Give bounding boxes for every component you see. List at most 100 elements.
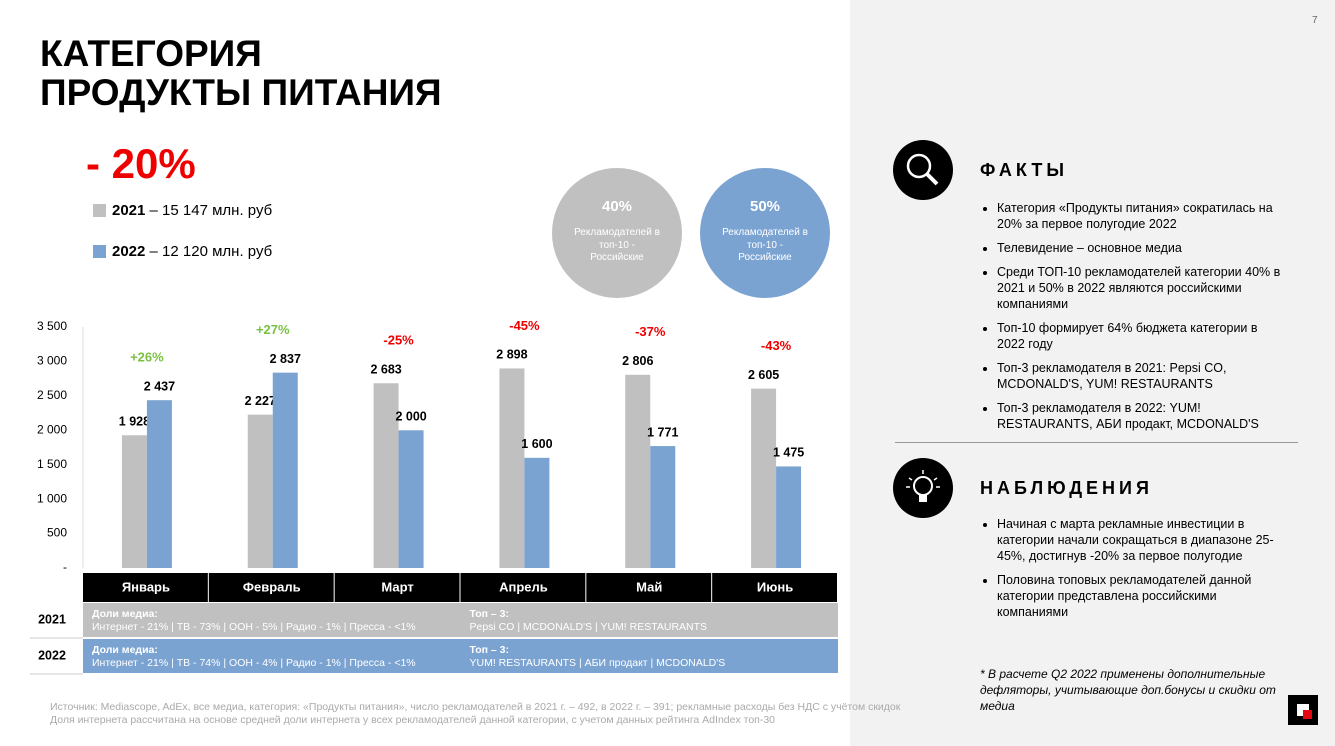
category-cell bbox=[586, 573, 712, 602]
search-icon bbox=[893, 140, 953, 200]
category-cell bbox=[334, 573, 460, 602]
value-label: 2 806 bbox=[622, 354, 653, 368]
x-tick-label: Июнь bbox=[757, 579, 793, 594]
bulb-icon bbox=[893, 458, 953, 518]
legend-name: 2021 bbox=[112, 202, 146, 219]
category-cell bbox=[460, 573, 586, 602]
cell-text: YUM! RESTAURANTS | АБИ продакт | MCDONAL… bbox=[470, 657, 726, 669]
bar bbox=[625, 374, 651, 568]
bullet: Телевидение – основное медиа bbox=[997, 240, 1287, 256]
value-label: 1 475 bbox=[773, 446, 804, 460]
value-label: 2 683 bbox=[370, 363, 401, 377]
circle-value: 40% bbox=[601, 198, 633, 215]
legend-name: 2022 bbox=[112, 243, 146, 260]
value-label: 2 437 bbox=[144, 379, 175, 393]
bar bbox=[247, 414, 273, 568]
stat-circle: 40% Рекламодателей в топ-10 - Российские bbox=[552, 168, 682, 298]
y-tick-label: 1 000 bbox=[37, 491, 67, 505]
title: КАТЕГОРИЯ bbox=[40, 33, 262, 74]
cell-title: Доли медиа: bbox=[92, 608, 158, 620]
row-year: 2021 bbox=[38, 612, 66, 626]
change-headline: - 20% bbox=[86, 140, 196, 187]
y-tick-label: 500 bbox=[47, 526, 67, 540]
value-label: 1 600 bbox=[521, 437, 552, 451]
bar bbox=[398, 430, 424, 568]
section-heading: ФАКТЫ bbox=[980, 160, 1068, 180]
page-number: 7 bbox=[1312, 15, 1318, 26]
bar bbox=[776, 466, 802, 568]
legend-item: 2022 – 12 120 млн. руб bbox=[93, 243, 272, 260]
side-panel bbox=[850, 0, 1335, 746]
bullet: Категория «Продукты питания» сократилась… bbox=[997, 200, 1287, 232]
cell-text: Pepsi CO | MCDONALD'S | YUM! RESTAURANTS bbox=[470, 621, 708, 633]
bar bbox=[499, 368, 525, 568]
y-tick-label: 2 000 bbox=[37, 422, 67, 436]
legend-summary: – 12 120 млн. руб bbox=[149, 243, 273, 260]
cell-title: Топ – 3: bbox=[470, 608, 510, 620]
value-label: 1 771 bbox=[647, 425, 678, 439]
x-tick-label: Январь bbox=[122, 579, 170, 594]
circle-label: Рекламодателей в топ-10 - Российские bbox=[574, 227, 660, 263]
change-label: -45% bbox=[509, 318, 540, 333]
title: ПРОДУКТЫ ПИТАНИЯ bbox=[40, 72, 442, 113]
cell-text: Интернет - 21% | ТВ - 74% | ООН - 4% | Р… bbox=[92, 657, 416, 669]
change-label: +26% bbox=[130, 350, 164, 365]
section-heading: НАБЛЮДЕНИЯ bbox=[980, 478, 1153, 498]
table-row bbox=[83, 603, 838, 637]
change-label: -37% bbox=[635, 324, 666, 339]
x-tick-label: Апрель bbox=[499, 579, 548, 594]
observations-list: Начиная с марта рекламные инвестиции в к… bbox=[980, 516, 1287, 628]
logo bbox=[1288, 695, 1318, 725]
legend-summary: – 15 147 млн. руб bbox=[149, 202, 273, 219]
value-label: 2 000 bbox=[395, 410, 426, 424]
row-year: 2022 bbox=[38, 648, 66, 662]
bar bbox=[121, 435, 147, 568]
bullet: Среди ТОП-10 рекламодателей категории 40… bbox=[997, 264, 1287, 312]
bullet: Начиная с марта рекламные инвестиции в к… bbox=[997, 516, 1287, 564]
bullet: Топ-3 рекламодателя в 2021: Pepsi CO, MC… bbox=[997, 360, 1287, 392]
value-label: 2 898 bbox=[496, 348, 527, 362]
table-row bbox=[83, 639, 838, 673]
circle-value: 50% bbox=[749, 198, 781, 215]
value-label: 2 227 bbox=[245, 394, 276, 408]
x-tick-label: Февраль bbox=[243, 579, 301, 594]
bar bbox=[373, 383, 399, 568]
y-tick-label: 3 000 bbox=[37, 354, 67, 368]
bullet: Половина топовых рекламодателей данной к… bbox=[997, 572, 1287, 620]
value-label: 1 928 bbox=[119, 415, 150, 429]
cell-title: Доли медиа: bbox=[92, 644, 158, 656]
bar bbox=[650, 446, 676, 568]
y-tick-label: - bbox=[63, 560, 67, 574]
value-label: 2 605 bbox=[748, 368, 779, 382]
value-label: 2 837 bbox=[270, 352, 301, 366]
change-label: +27% bbox=[256, 322, 290, 337]
bar bbox=[524, 457, 550, 568]
bar bbox=[751, 388, 777, 568]
bar bbox=[272, 372, 298, 568]
footer-source: Доля интернета рассчитана на основе сред… bbox=[50, 714, 776, 726]
x-tick-label: Май bbox=[636, 579, 662, 594]
bullet: Топ-3 рекламодателя в 2022: YUM! RESTAUR… bbox=[997, 400, 1287, 432]
footer-source: Источник: Mediascope, AdEx, все медиа, к… bbox=[50, 701, 901, 713]
bullet: Топ-10 формирует 64% бюджета категории в… bbox=[997, 320, 1287, 352]
change-label: -43% bbox=[761, 338, 792, 353]
y-tick-label: 2 500 bbox=[37, 388, 67, 402]
circle-label: Рекламодателей в топ-10 - Российские bbox=[722, 227, 808, 263]
stat-circle: 50% Рекламодателей в топ-10 - Российские bbox=[700, 168, 830, 298]
facts-list: Категория «Продукты питания» сократилась… bbox=[980, 200, 1287, 440]
y-tick-label: 3 500 bbox=[37, 319, 67, 333]
category-cell bbox=[712, 573, 837, 602]
category-cell bbox=[83, 573, 208, 602]
note: * В расчете Q2 2022 применены дополнител… bbox=[980, 667, 1276, 713]
bar bbox=[146, 400, 172, 568]
x-tick-label: Март bbox=[381, 579, 413, 594]
category-cell bbox=[208, 573, 334, 602]
legend-item: 2021 – 15 147 млн. руб bbox=[93, 202, 272, 219]
cell-title: Топ – 3: bbox=[470, 644, 510, 656]
cell-text: Интернет - 21% | ТВ - 73% | ООН - 5% | Р… bbox=[92, 621, 416, 633]
separator bbox=[895, 442, 1298, 443]
change-label: -25% bbox=[383, 333, 414, 348]
y-tick-label: 1 500 bbox=[37, 457, 67, 471]
